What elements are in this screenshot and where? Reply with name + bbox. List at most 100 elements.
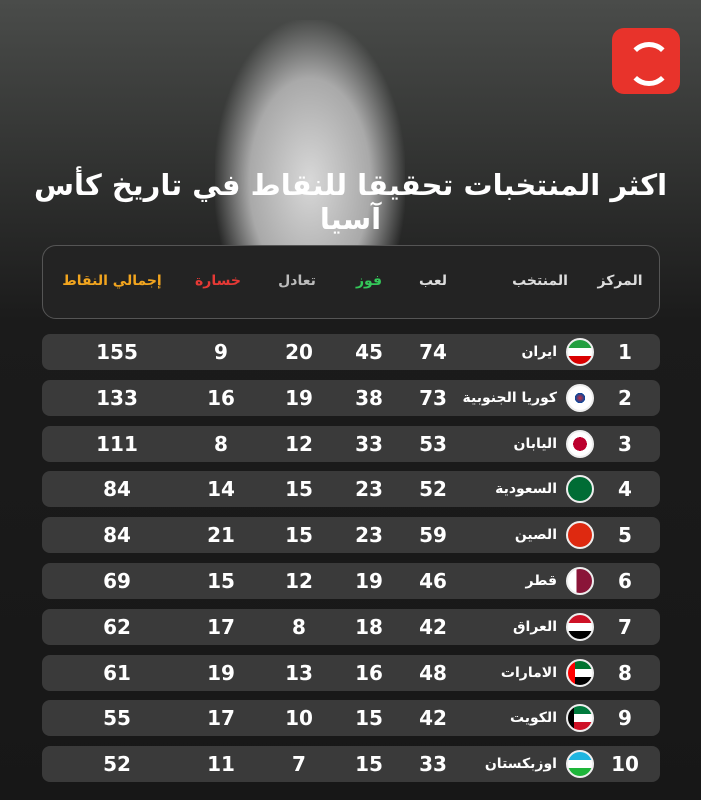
flag bbox=[566, 612, 594, 641]
column-header: فوز bbox=[355, 273, 383, 289]
table-row bbox=[42, 608, 660, 645]
team-name: السعودية bbox=[495, 481, 557, 498]
cell-value: 1 bbox=[618, 340, 632, 364]
cell-value: 19 bbox=[207, 660, 235, 685]
cell-value: 15 bbox=[285, 523, 313, 548]
cell-value: 111 bbox=[96, 431, 138, 456]
team-name: اليابان bbox=[513, 435, 558, 452]
table-row bbox=[42, 471, 660, 508]
cell-value: 7 bbox=[292, 752, 306, 777]
cell-value: 20 bbox=[285, 340, 313, 364]
cell-value: 46 bbox=[419, 569, 447, 593]
table-row bbox=[42, 746, 660, 783]
table-row bbox=[42, 517, 660, 554]
cell-value: 52 bbox=[103, 752, 131, 777]
header-box bbox=[42, 245, 660, 319]
cell-value: 69 bbox=[103, 569, 131, 593]
flag bbox=[566, 521, 594, 550]
team-name: الصين bbox=[514, 527, 557, 544]
column-header: خسارة bbox=[195, 273, 241, 289]
cell-value: 18 bbox=[355, 614, 383, 639]
flag bbox=[566, 750, 594, 779]
cell-value: 8 bbox=[292, 614, 306, 639]
cell-value: 23 bbox=[355, 523, 383, 548]
flag bbox=[566, 567, 594, 595]
cell-value: 55 bbox=[103, 706, 131, 731]
flag bbox=[566, 658, 594, 687]
cell-value: 38 bbox=[355, 385, 383, 410]
cell-value: 10 bbox=[611, 752, 639, 777]
cell-value: 53 bbox=[419, 431, 447, 456]
cell-value: 11 bbox=[207, 752, 235, 777]
cell-value: 84 bbox=[103, 477, 131, 502]
column-header: لعب bbox=[419, 273, 447, 289]
column-header: إجمالي النقاط bbox=[62, 273, 162, 289]
column-header: المركز bbox=[597, 273, 643, 289]
cell-value: 15 bbox=[355, 706, 383, 731]
cell-value: 33 bbox=[355, 431, 383, 456]
cell-value: 14 bbox=[207, 477, 235, 502]
cell-value: 9 bbox=[214, 340, 228, 364]
logo bbox=[612, 28, 680, 94]
title: اكثر المنتخبات تحقيقا للنقاط في تاريخ كأ… bbox=[33, 168, 668, 236]
cell-value: 5 bbox=[618, 523, 632, 548]
table-row bbox=[42, 334, 660, 370]
cell-value: 17 bbox=[207, 614, 235, 639]
cell-value: 15 bbox=[355, 752, 383, 777]
cell-value: 9 bbox=[618, 706, 632, 731]
cell-value: 4 bbox=[618, 477, 632, 502]
cell-value: 17 bbox=[207, 706, 235, 731]
cell-value: 62 bbox=[103, 614, 131, 639]
flag bbox=[566, 704, 594, 733]
column-header: تعادل bbox=[278, 273, 316, 289]
cell-value: 59 bbox=[419, 523, 447, 548]
cell-value: 2 bbox=[618, 385, 632, 410]
cell-value: 7 bbox=[618, 614, 632, 639]
cell-value: 13 bbox=[285, 660, 313, 685]
cell-value: 48 bbox=[419, 660, 447, 685]
flag bbox=[566, 429, 594, 458]
cell-value: 42 bbox=[419, 614, 447, 639]
cell-value: 73 bbox=[419, 385, 447, 410]
table-row bbox=[42, 425, 660, 462]
cell-value: 15 bbox=[207, 569, 235, 593]
cell-value: 155 bbox=[96, 340, 138, 364]
cell-value: 12 bbox=[285, 569, 313, 593]
column-header: المنتخب bbox=[512, 273, 568, 289]
cell-value: 12 bbox=[285, 431, 313, 456]
cell-value: 61 bbox=[103, 660, 131, 685]
cell-value: 10 bbox=[285, 706, 313, 731]
cell-value: 16 bbox=[207, 385, 235, 410]
cell-value: 74 bbox=[419, 340, 447, 364]
cell-value: 45 bbox=[355, 340, 383, 364]
team-name: اوزبكستان bbox=[484, 756, 557, 773]
cell-value: 52 bbox=[419, 477, 447, 502]
team-name: ايران bbox=[521, 344, 557, 360]
team-name: العراق bbox=[513, 618, 557, 635]
cell-value: 8 bbox=[618, 660, 632, 685]
cell-value: 21 bbox=[207, 523, 235, 548]
cell-value: 6 bbox=[618, 569, 632, 593]
team-name: كوريا الجنوبية bbox=[462, 389, 557, 406]
cell-value: 3 bbox=[618, 431, 632, 456]
cell-value: 15 bbox=[285, 477, 313, 502]
flag bbox=[566, 383, 594, 412]
cell-value: 42 bbox=[419, 706, 447, 731]
table-row bbox=[42, 379, 660, 416]
cell-value: 133 bbox=[96, 385, 138, 410]
table-row bbox=[42, 563, 660, 599]
team-name: الامارات bbox=[500, 664, 557, 681]
cell-value: 19 bbox=[355, 569, 383, 593]
cell-value: 19 bbox=[285, 385, 313, 410]
cell-value: 23 bbox=[355, 477, 383, 502]
table-row bbox=[42, 700, 660, 737]
flag bbox=[566, 338, 594, 366]
cell-value: 16 bbox=[355, 660, 383, 685]
table-row bbox=[42, 654, 660, 691]
player-figure bbox=[215, 20, 405, 250]
flag bbox=[566, 475, 594, 504]
team-name: الكويت bbox=[509, 710, 557, 727]
cell-value: 84 bbox=[103, 523, 131, 548]
cell-value: 33 bbox=[419, 752, 447, 777]
